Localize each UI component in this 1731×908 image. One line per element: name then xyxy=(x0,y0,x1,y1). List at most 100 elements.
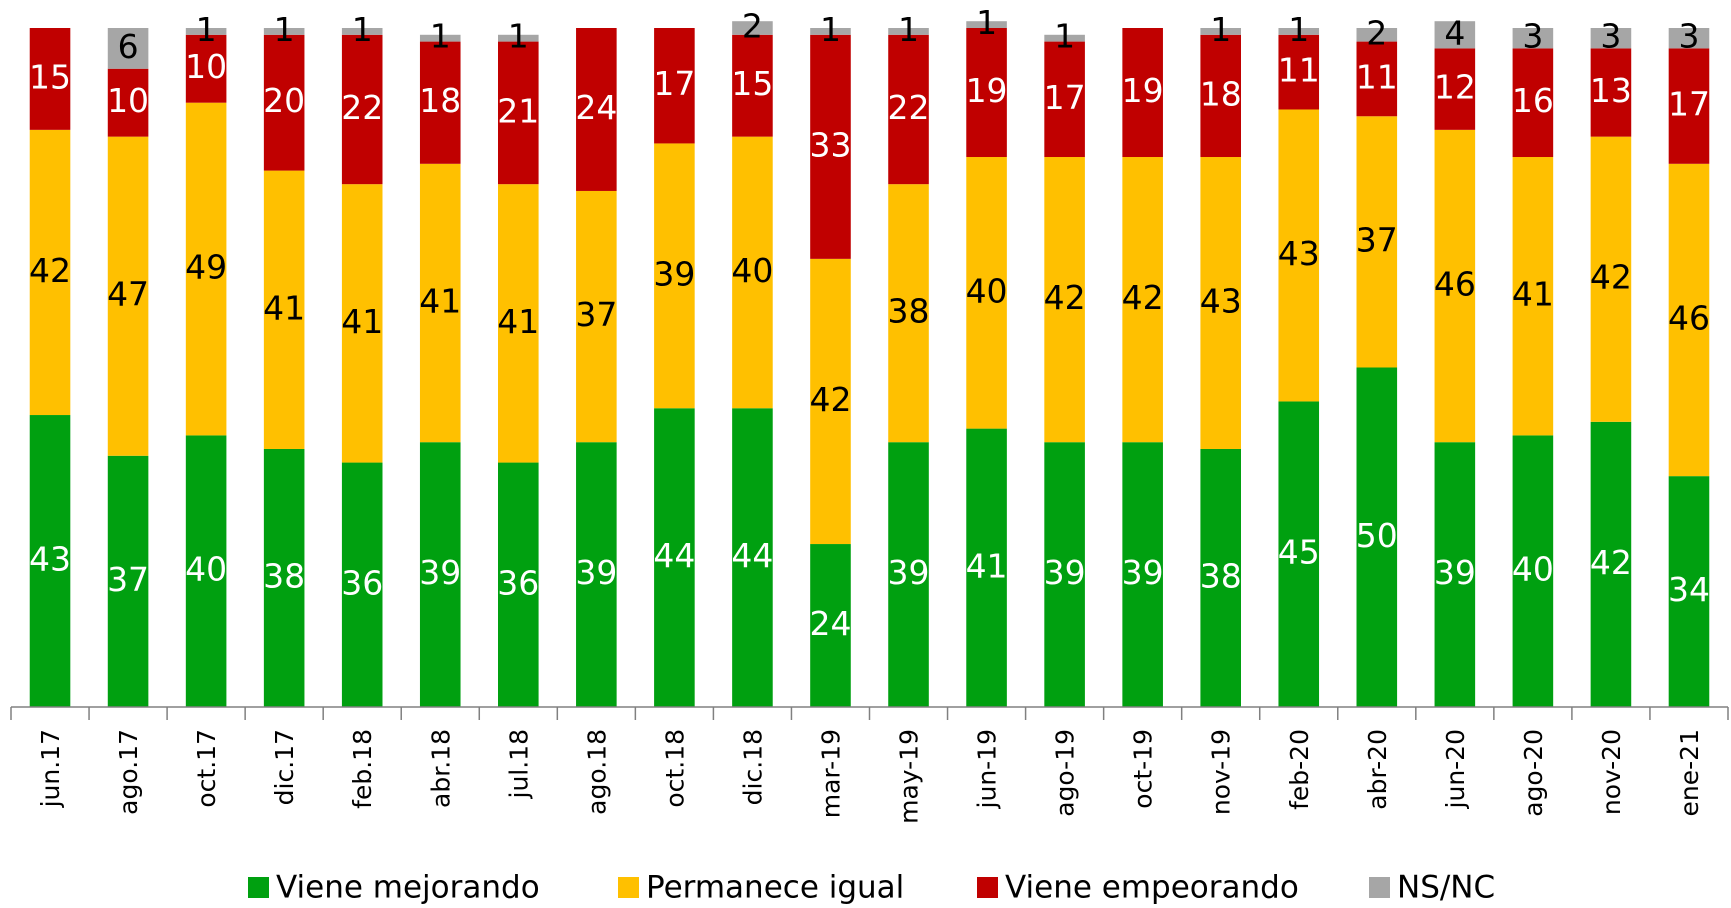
data-label: 39 xyxy=(653,254,695,293)
data-label: 11 xyxy=(1356,57,1398,96)
data-label: 19 xyxy=(1122,71,1164,110)
data-label: 42 xyxy=(809,380,851,419)
x-tick-label: ago-20 xyxy=(1519,729,1548,817)
data-label: 45 xyxy=(1278,533,1320,572)
data-label: 13 xyxy=(1590,71,1632,110)
data-label: 10 xyxy=(185,47,227,86)
data-label: 4 xyxy=(1444,13,1465,52)
legend-swatch xyxy=(618,877,639,898)
x-tick-label: may-19 xyxy=(895,729,924,824)
data-label: 37 xyxy=(575,295,617,334)
data-label: 10 xyxy=(107,81,149,120)
data-label: 40 xyxy=(731,251,773,290)
data-label: 40 xyxy=(185,550,227,589)
data-label: 3 xyxy=(1600,17,1621,56)
legend-swatch xyxy=(1369,877,1390,898)
bar-segment xyxy=(810,258,851,545)
data-label: 41 xyxy=(263,288,305,327)
data-label: 1 xyxy=(508,17,529,56)
bar-segment xyxy=(419,41,461,164)
x-tick-label: jul.18 xyxy=(504,729,533,800)
bar-segment xyxy=(263,170,305,449)
bar-segment xyxy=(1668,28,1710,49)
bar-segment xyxy=(107,136,149,456)
bar-segment xyxy=(1434,129,1476,443)
data-label: 37 xyxy=(107,560,149,599)
bar-segment xyxy=(1356,367,1398,707)
legend-label: Viene mejorando xyxy=(276,870,540,906)
bar-segment xyxy=(498,184,539,463)
data-label: 37 xyxy=(1356,220,1398,259)
bar-segment xyxy=(1278,34,1320,110)
x-tick-label: dic.18 xyxy=(738,729,767,805)
data-label: 44 xyxy=(653,536,695,575)
bar-segment xyxy=(185,102,227,436)
x-tick-label: jun-19 xyxy=(973,729,1002,809)
data-label: 17 xyxy=(1668,85,1710,124)
x-tick-label: oct.18 xyxy=(660,729,689,808)
bar-segment xyxy=(1590,421,1632,707)
x-tick-label: oct.17 xyxy=(192,729,221,808)
data-label: 39 xyxy=(1122,553,1164,592)
data-label: 2 xyxy=(742,7,763,46)
x-tick-label: nov-20 xyxy=(1597,729,1626,815)
bar-segment xyxy=(1200,157,1241,449)
x-tick-label: dic.17 xyxy=(270,729,299,805)
data-label: 21 xyxy=(497,91,539,130)
bar-segment xyxy=(1434,442,1476,707)
data-label: 42 xyxy=(1044,278,1086,317)
bar-segment xyxy=(341,462,383,707)
bar-segment xyxy=(1356,41,1398,117)
data-label: 39 xyxy=(1434,553,1476,592)
data-label: 38 xyxy=(1200,556,1242,595)
data-label: 1 xyxy=(1210,10,1231,49)
data-label: 6 xyxy=(118,27,139,66)
data-label: 17 xyxy=(1044,78,1086,117)
data-label: 43 xyxy=(1278,234,1320,273)
bar-segment xyxy=(810,28,851,35)
data-label: 1 xyxy=(352,10,373,49)
bar-segment xyxy=(1122,442,1163,707)
data-label: 42 xyxy=(1590,543,1632,582)
bar-segment xyxy=(263,448,305,707)
bar-segment xyxy=(732,408,773,707)
bar-segment xyxy=(1044,34,1085,42)
data-label: 38 xyxy=(263,556,305,595)
bar-segment xyxy=(1278,28,1320,35)
bar-segment xyxy=(1278,109,1320,402)
bar-segment xyxy=(810,544,851,707)
bar-segment xyxy=(1668,163,1710,477)
bar-segment xyxy=(29,28,71,130)
bar-segment xyxy=(810,34,851,259)
legend-label: NS/NC xyxy=(1397,870,1495,906)
data-label: 11 xyxy=(1278,51,1320,90)
data-label: 39 xyxy=(419,553,461,592)
bar-segment xyxy=(29,415,71,707)
data-label: 20 xyxy=(263,81,305,120)
data-label: 24 xyxy=(809,604,851,643)
data-label: 39 xyxy=(888,553,930,592)
bar-segment xyxy=(888,34,929,185)
data-label: 1 xyxy=(1288,10,1309,49)
x-tick-label: ago.18 xyxy=(582,729,611,815)
bar-segment xyxy=(1512,435,1554,707)
data-label: 40 xyxy=(1512,550,1554,589)
data-label: 46 xyxy=(1668,298,1710,337)
data-label: 41 xyxy=(341,302,383,341)
bar-segment xyxy=(654,408,695,707)
x-tick-label: abr.18 xyxy=(426,729,455,808)
bar-segment xyxy=(419,163,461,443)
data-label: 39 xyxy=(575,553,617,592)
bar-segment xyxy=(419,34,461,42)
data-label: 34 xyxy=(1668,570,1710,609)
bar-segment xyxy=(888,184,929,443)
data-label: 46 xyxy=(1434,265,1476,304)
data-label: 3 xyxy=(1678,17,1699,56)
bar-segment xyxy=(966,157,1007,429)
data-label: 15 xyxy=(731,64,773,103)
data-label: 41 xyxy=(497,302,539,341)
bar-segment xyxy=(107,68,149,137)
bar-segment xyxy=(576,190,617,443)
x-tick-label: oct-19 xyxy=(1129,729,1158,809)
